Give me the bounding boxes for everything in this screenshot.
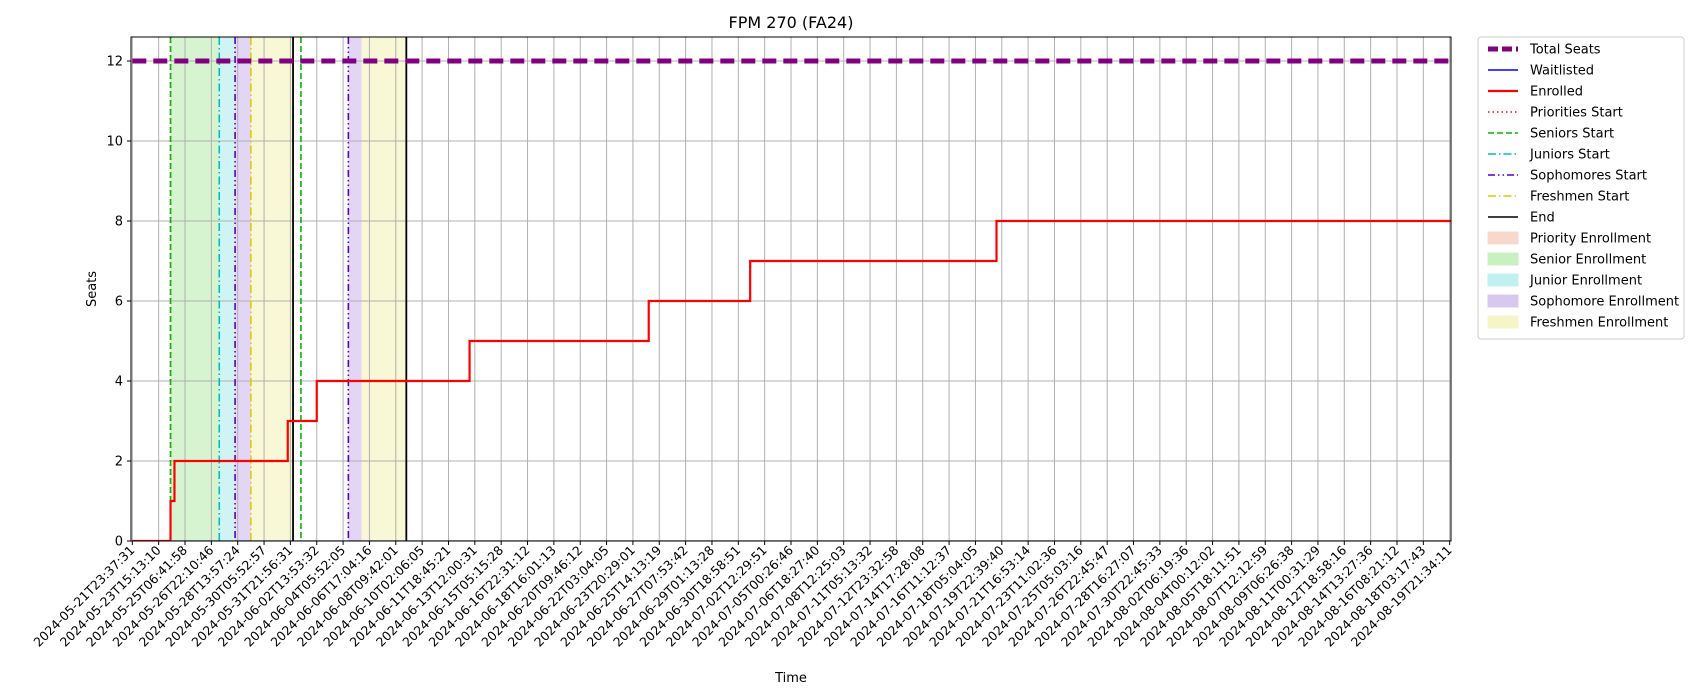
legend-item-enrolled: Enrolled bbox=[1488, 85, 1583, 100]
legend-label: Priorities Start bbox=[1530, 106, 1623, 121]
legend: Total Seats Waitlisted Enrolled Priorities … bbox=[1477, 36, 1685, 340]
y-tick-label: 12 bbox=[106, 55, 123, 70]
y-tick-label: 6 bbox=[115, 295, 123, 310]
legend-item-priority-enrollment: Priority Enrollment bbox=[1487, 231, 1651, 247]
region-4 bbox=[348, 37, 362, 541]
region-0 bbox=[170, 37, 220, 541]
y-tick-label: 8 bbox=[115, 215, 123, 230]
legend-label: Juniors Start bbox=[1529, 148, 1610, 163]
series-enrolled bbox=[132, 219, 1451, 541]
legend-label: Waitlisted bbox=[1530, 64, 1594, 79]
y-tick-label: 2 bbox=[115, 455, 123, 470]
y-tick-label: 0 bbox=[115, 535, 123, 550]
legend-item-senior-enrollment: Senior Enrollment bbox=[1487, 252, 1646, 268]
legend-label: Senior Enrollment bbox=[1530, 253, 1646, 268]
region-1 bbox=[219, 37, 236, 541]
y-tick-label: 10 bbox=[106, 135, 123, 150]
legend-item-waitlisted: Waitlisted bbox=[1488, 64, 1594, 79]
legend-label: Enrolled bbox=[1530, 85, 1583, 100]
y-axis-label: Seats bbox=[85, 271, 100, 307]
plot-area: 0246810122024-05-21T23:37:312024-05-23T1… bbox=[30, 36, 1455, 650]
legend-label: Freshmen Enrollment bbox=[1530, 316, 1668, 331]
y-tick-label: 4 bbox=[115, 375, 123, 390]
legend-label: Total Seats bbox=[1529, 43, 1601, 58]
legend-swatch bbox=[1487, 273, 1519, 287]
legend-box bbox=[1477, 36, 1685, 340]
legend-item-junior-enrollment: Junior Enrollment bbox=[1487, 273, 1642, 289]
legend-label: Seniors Start bbox=[1530, 127, 1614, 142]
legend-item-sophomore-enrollment: Sophomore Enrollment bbox=[1487, 294, 1679, 310]
legend-item-total-seats: Total Seats bbox=[1488, 43, 1601, 58]
legend-item-juniors-start: Juniors Start bbox=[1488, 148, 1610, 163]
legend-label: Junior Enrollment bbox=[1529, 274, 1642, 289]
region-5 bbox=[361, 37, 407, 541]
legend-item-seniors-start: Seniors Start bbox=[1488, 127, 1614, 142]
legend-swatch bbox=[1487, 231, 1519, 245]
legend-item-sophomores-start: Sophomores Start bbox=[1488, 169, 1647, 184]
legend-item-freshmen-start: Freshmen Start bbox=[1488, 190, 1629, 205]
legend-item-freshmen-enrollment: Freshmen Enrollment bbox=[1487, 315, 1668, 331]
legend-label: Priority Enrollment bbox=[1530, 232, 1651, 247]
region-3 bbox=[250, 37, 294, 541]
legend-label: Freshmen Start bbox=[1530, 190, 1629, 205]
plot-inner bbox=[131, 37, 1451, 541]
legend-swatch bbox=[1487, 252, 1519, 266]
legend-label: End bbox=[1530, 211, 1555, 226]
legend-item-priorities-start: Priorities Start bbox=[1488, 106, 1623, 121]
legend-label: Sophomore Enrollment bbox=[1530, 295, 1679, 310]
chart-title: FPM 270 (FA24) bbox=[729, 13, 854, 32]
legend-item-end: End bbox=[1488, 211, 1555, 226]
legend-swatch bbox=[1487, 294, 1519, 308]
legend-swatch bbox=[1487, 315, 1519, 329]
x-axis-label: Time bbox=[774, 671, 807, 686]
region-2 bbox=[235, 37, 251, 541]
legend-label: Sophomores Start bbox=[1530, 169, 1647, 184]
